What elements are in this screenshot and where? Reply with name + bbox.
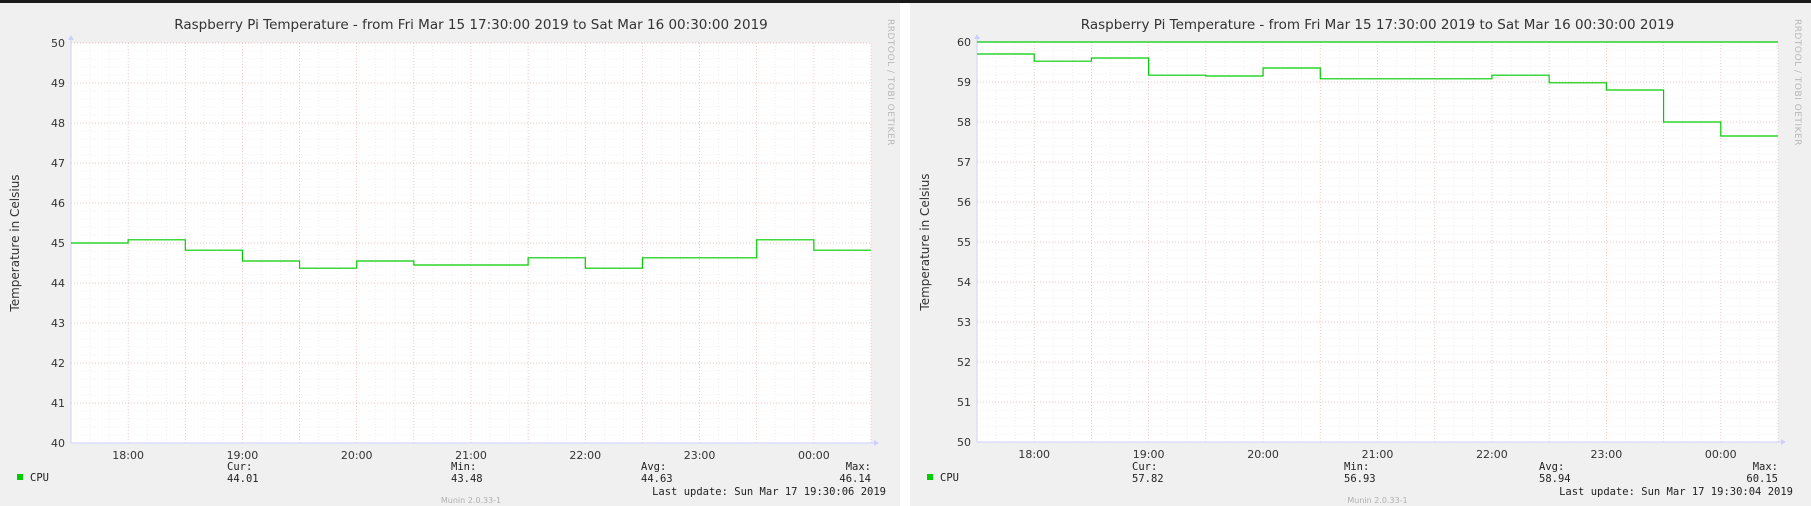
x-tick-label: 22:00: [569, 449, 601, 462]
x-tick-label: 18:00: [1018, 448, 1050, 461]
y-tick-label: 51: [957, 396, 971, 409]
stat-avg-label: Avg:: [1539, 461, 1564, 473]
rrdtool-watermark: RRDTOOL / TOBI OETIKER: [1792, 19, 1802, 146]
x-tick-label: 23:00: [684, 449, 716, 462]
y-tick-label: 53: [957, 316, 971, 329]
y-axis-arrow: [68, 35, 74, 40]
chart-title: Raspberry Pi Temperature - from Fri Mar …: [1081, 17, 1675, 33]
y-tick-label: 60: [957, 36, 971, 49]
stat-cur-label: Cur:: [227, 461, 252, 473]
y-tick-label: 48: [51, 117, 65, 130]
chart-left: 40 41 42 43 44 45 46 47 48 49 50 18:00 19:00 20:00 21:…: [8, 17, 895, 505]
temperature-graph-right: 50 51 52 53 54 55 56 57 58 59 60 18:00 19:00 20:00 21:…: [910, 3, 1811, 506]
x-tick-label: 00:00: [1705, 448, 1737, 461]
stat-max-label: Max:: [846, 461, 871, 473]
y-tick-label: 50: [957, 436, 971, 449]
stat-cur-value: 44.01: [227, 473, 259, 485]
x-axis-arrow: [874, 440, 879, 446]
cpu-series-line: [71, 239, 871, 269]
stat-min-value: 56.93: [1344, 473, 1376, 485]
stat-avg-value: 58.94: [1539, 473, 1571, 485]
y-tick-label: 43: [51, 317, 65, 330]
stat-min-value: 43.48: [451, 473, 483, 485]
legend-swatch-cpu: [17, 474, 23, 480]
x-tick-label: 19:00: [227, 449, 259, 462]
legend-swatch-cpu: [927, 474, 933, 480]
x-tick-label: 19:00: [1133, 448, 1165, 461]
y-tick-label: 41: [51, 397, 65, 410]
y-tick-label: 40: [51, 437, 65, 450]
stat-avg-value: 44.63: [641, 473, 673, 485]
x-tick-label: 20:00: [341, 449, 373, 462]
y-tick-label: 54: [957, 276, 971, 289]
x-tick-label: 18:00: [112, 449, 144, 462]
x-tick-label: 21:00: [455, 449, 487, 462]
stat-min-label: Min:: [451, 461, 476, 473]
stat-min-label: Min:: [1344, 461, 1369, 473]
y-tick-label: 45: [51, 237, 65, 250]
x-tick-label: 20:00: [1247, 448, 1279, 461]
stat-max-label: Max:: [1753, 461, 1778, 473]
y-tick-label: 47: [51, 157, 65, 170]
last-update-text: Last update: Sun Mar 17 19:30:04 2019: [1559, 486, 1793, 498]
y-axis-arrow: [974, 34, 980, 39]
y-tick-label: 57: [957, 156, 971, 169]
stat-cur-value: 57.82: [1132, 473, 1164, 485]
y-tick-label: 46: [51, 197, 65, 210]
y-tick-label: 49: [51, 77, 65, 90]
stat-max-value: 46.14: [839, 473, 871, 485]
x-tick-label: 22:00: [1476, 448, 1508, 461]
y-tick-label: 42: [51, 357, 65, 370]
y-tick-label: 58: [957, 116, 971, 129]
top-border: [0, 0, 1811, 3]
stat-max-value: 60.15: [1746, 473, 1778, 485]
legend-label-cpu: CPU: [30, 472, 49, 484]
temperature-graph-left: 40 41 42 43 44 45 46 47 48 49 50 18:00 19:00 20:00 21:…: [0, 3, 900, 506]
y-tick-label: 44: [51, 277, 65, 290]
y-tick-label: 59: [957, 76, 971, 89]
y-tick-label: 52: [957, 356, 971, 369]
munin-version-footer: Munin 2.0.33-1: [441, 496, 501, 505]
x-tick-label: 00:00: [798, 449, 830, 462]
cpu-series-line: [977, 53, 1778, 137]
y-tick-label: 50: [51, 37, 65, 50]
munin-version-footer: Munin 2.0.33-1: [1347, 496, 1407, 505]
last-update-text: Last update: Sun Mar 17 19:30:06 2019: [652, 486, 886, 498]
x-tick-label: 21:00: [1362, 448, 1394, 461]
rrdtool-watermark: RRDTOOL / TOBI OETIKER: [885, 19, 895, 146]
chart-right: 50 51 52 53 54 55 56 57 58 59 60 18:00 19:00 20:00 21:…: [918, 17, 1802, 505]
y-axis-label: Temperature in Celsius: [8, 174, 22, 312]
y-axis-label: Temperature in Celsius: [918, 173, 932, 311]
stat-cur-label: Cur:: [1132, 461, 1157, 473]
chart-title: Raspberry Pi Temperature - from Fri Mar …: [174, 17, 768, 33]
y-tick-label: 55: [957, 236, 971, 249]
y-tick-label: 56: [957, 196, 971, 209]
stat-avg-label: Avg:: [641, 461, 666, 473]
x-tick-label: 23:00: [1591, 448, 1623, 461]
x-axis-arrow: [1781, 439, 1786, 445]
legend-label-cpu: CPU: [940, 472, 959, 484]
